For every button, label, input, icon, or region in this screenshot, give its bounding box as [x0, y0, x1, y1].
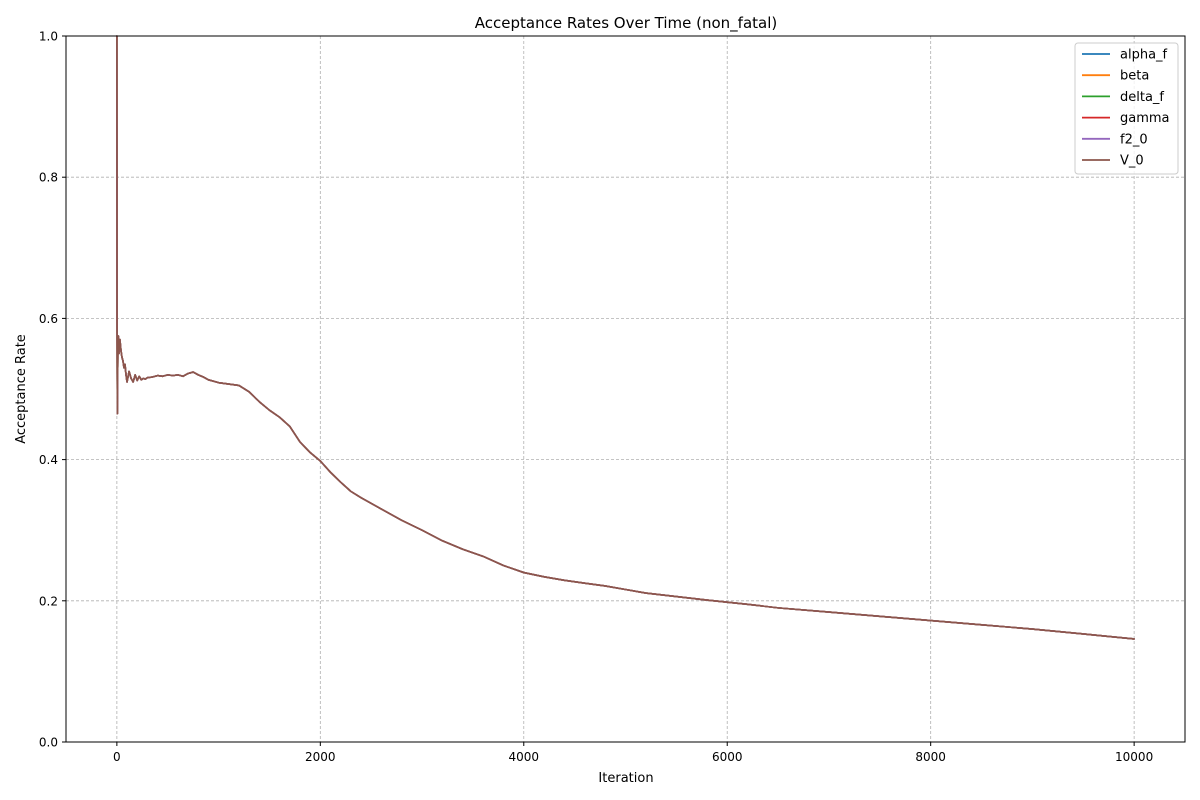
- legend-label: V_0: [1120, 154, 1144, 169]
- x-axis-ticks: 0 2000 4000 6000 8000 10000: [113, 742, 1153, 764]
- x-tick-label: 2000: [305, 750, 336, 764]
- legend-label: delta_f: [1120, 90, 1164, 105]
- series-line-v-0: [116, 35, 1135, 640]
- x-tick-label: 8000: [915, 750, 946, 764]
- y-tick-label: 1.0: [39, 30, 58, 44]
- x-tick-label: 6000: [712, 750, 743, 764]
- x-tick-label: 10000: [1115, 750, 1153, 764]
- legend-label: alpha_f: [1120, 48, 1168, 63]
- y-axis-label: Acceptance Rate: [14, 334, 29, 444]
- grid-lines: [66, 36, 1185, 742]
- plot-area-frame: [65, 35, 1186, 743]
- y-tick-label: 0.4: [39, 453, 58, 467]
- series-line-f2-0: [116, 35, 1135, 640]
- legend-label: gamma: [1120, 111, 1170, 126]
- y-tick-label: 0.6: [39, 312, 58, 326]
- y-tick-label: 0.2: [39, 594, 58, 608]
- legend-label: beta: [1120, 69, 1149, 84]
- x-tick-label: 0: [113, 750, 121, 764]
- series-line-alpha-f: [116, 35, 1135, 640]
- y-tick-label: 0.8: [39, 171, 58, 185]
- series-line-beta: [116, 35, 1135, 640]
- y-axis-ticks: 0.0 0.2 0.4 0.6 0.8 1.0: [39, 30, 66, 750]
- axes: [65, 35, 1186, 743]
- y-tick-label: 0.0: [39, 736, 58, 750]
- chart-title: Acceptance Rates Over Time (non_fatal): [475, 14, 777, 33]
- x-axis-label: Iteration: [598, 771, 653, 786]
- legend-label: f2_0: [1120, 132, 1148, 147]
- x-tick-label: 4000: [508, 750, 539, 764]
- series-line-gamma: [116, 35, 1135, 640]
- series-line-delta-f: [116, 35, 1135, 640]
- series-lines: [116, 35, 1135, 640]
